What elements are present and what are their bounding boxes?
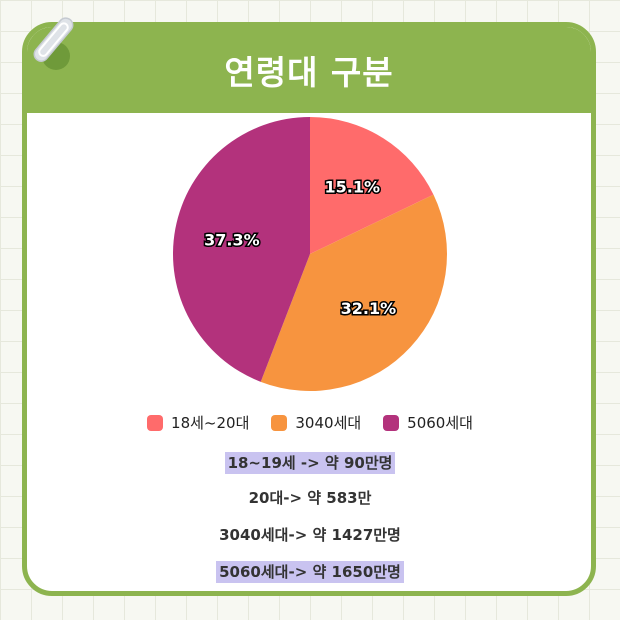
legend-item-5060: 5060세대: [383, 412, 473, 433]
legend-item-18-20: 18세~20대: [147, 412, 249, 433]
pie-slice-18-20: [310, 117, 434, 254]
legend-swatch-5060: [383, 414, 400, 431]
pie-slice-5060: [172, 117, 310, 382]
legend-swatch-18-20: [147, 414, 164, 431]
legend-item-3040: 3040세대: [271, 412, 361, 433]
legend-label-5060: 5060세대: [407, 414, 473, 432]
slice-label-18-20: 15.1%: [325, 178, 381, 197]
legend-swatch-3040: [271, 414, 288, 431]
page-title: 연령대 구분: [224, 53, 394, 92]
note-3040: 3040세대-> 약 1427만명: [0, 524, 620, 545]
note-text-3040: 3040세대-> 약 1427만명: [219, 526, 401, 544]
paperclip-icon: [33, 17, 74, 70]
note-5060: 5060세대-> 약 1650만명: [0, 561, 620, 583]
header-bar: 연령대 구분: [27, 27, 591, 113]
legend-label-18-20: 18세~20대: [171, 414, 250, 432]
note-18-19: 18~19세 -> 약 90만명: [0, 452, 620, 474]
slice-label-3040: 32.1%: [341, 299, 397, 318]
note-text-18-19: 18~19세 -> 약 90만명: [224, 452, 396, 474]
note-text-5060: 5060세대-> 약 1650만명: [216, 561, 404, 583]
slice-label-5060: 37.3%: [204, 230, 260, 249]
note-20s: 20대-> 약 583만: [0, 487, 620, 508]
chart-legend: 18세~20대 3040세대 5060세대: [0, 412, 620, 433]
note-text-20s: 20대-> 약 583만: [248, 489, 372, 507]
legend-label-3040: 3040세대: [295, 414, 362, 432]
pie-slice-3040: [260, 194, 448, 392]
